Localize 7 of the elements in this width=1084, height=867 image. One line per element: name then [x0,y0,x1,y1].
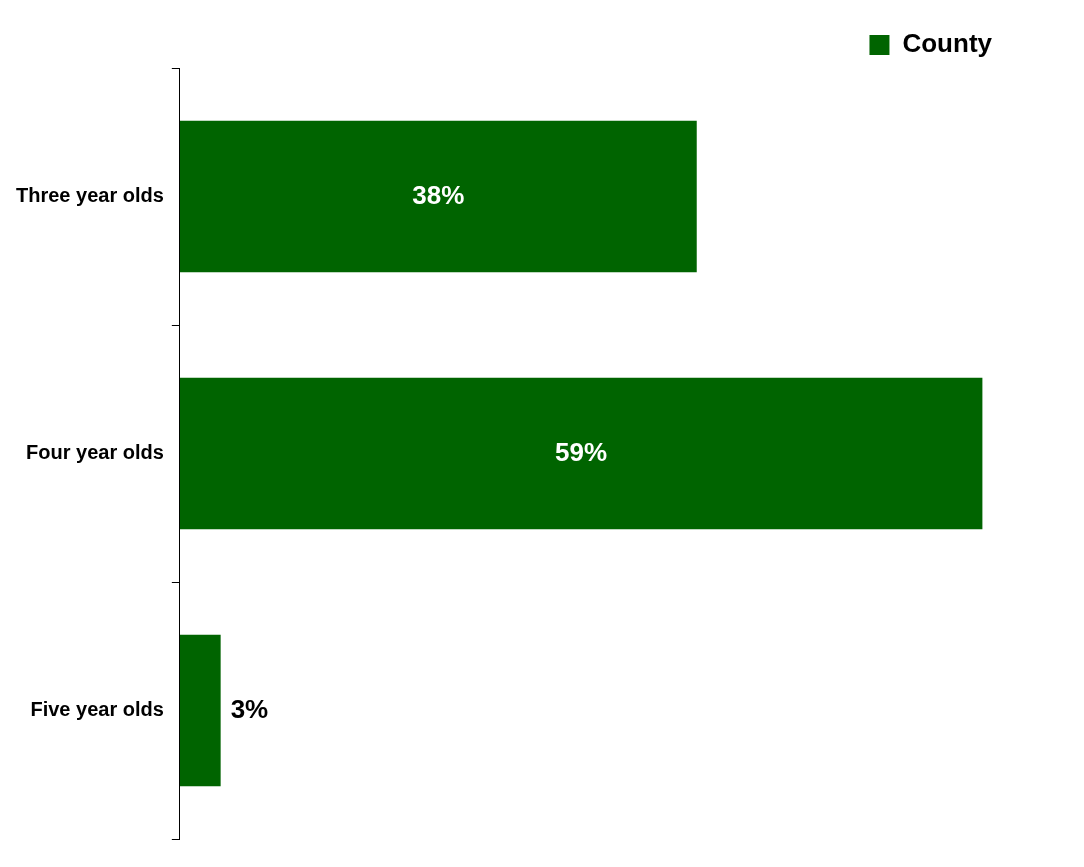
y-tick-label: Five year olds [30,698,164,721]
data-label: 38% [412,179,465,210]
data-label: 3% [230,693,269,724]
legend-label: County [902,28,993,59]
y-tick-label: Three year olds [16,184,164,207]
y-tick-label: Four year olds [26,441,164,464]
data-label: 59% [555,436,608,467]
